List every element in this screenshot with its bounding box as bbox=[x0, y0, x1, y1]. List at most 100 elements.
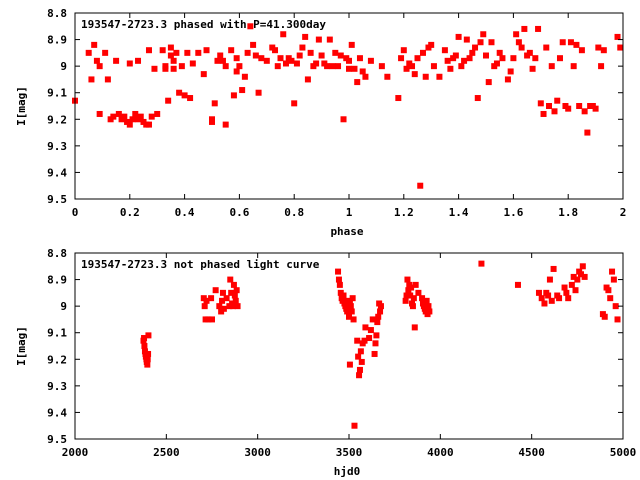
phased-data-point bbox=[239, 87, 246, 94]
phased-data-point bbox=[507, 68, 514, 75]
phased-data-point bbox=[96, 110, 103, 117]
phased-data-point bbox=[546, 103, 553, 109]
phased-data-point bbox=[493, 60, 500, 67]
phased-data-point bbox=[496, 49, 503, 56]
phased-data-point bbox=[398, 55, 405, 62]
unphased-data-point bbox=[514, 281, 521, 288]
phased-data-point bbox=[137, 113, 144, 120]
phased-data-point bbox=[411, 71, 418, 78]
phased-data-point bbox=[614, 33, 621, 40]
phased-data-point bbox=[255, 89, 262, 96]
unphased-data-point bbox=[219, 289, 226, 296]
unphased-data-point bbox=[347, 303, 354, 310]
phased-data-point bbox=[104, 76, 111, 83]
phased-data-point bbox=[513, 31, 520, 38]
unphased-x-tick-label: 5000 bbox=[610, 446, 637, 459]
unphased-data-point bbox=[216, 303, 223, 310]
unphased-data-point bbox=[145, 332, 152, 339]
phased-data-point bbox=[452, 52, 459, 59]
unphased-data-point bbox=[358, 358, 365, 365]
phased-data-point bbox=[184, 49, 191, 56]
unphased-data-point bbox=[209, 316, 215, 323]
phased-data-point bbox=[335, 63, 342, 70]
unphased-data-point bbox=[546, 276, 553, 283]
unphased-data-point bbox=[568, 281, 575, 288]
unphased-y-tick-label: 9.5 bbox=[47, 433, 67, 446]
phased-x-tick-label: 0.8 bbox=[284, 206, 304, 219]
phased-data-point bbox=[540, 110, 547, 117]
phased-data-point bbox=[132, 110, 139, 117]
phased-data-point bbox=[356, 55, 363, 62]
phased-data-point bbox=[302, 33, 309, 40]
unphased-data-point bbox=[223, 295, 230, 302]
unphased-data-point bbox=[403, 292, 410, 299]
unphased-data-point bbox=[409, 303, 416, 310]
phased-data-point bbox=[595, 44, 602, 51]
unphased-data-point bbox=[572, 287, 579, 294]
phased-data-point bbox=[359, 68, 366, 75]
phased-data-point bbox=[535, 25, 542, 32]
unphased-data-point bbox=[402, 297, 409, 304]
phased-data-point bbox=[354, 79, 361, 86]
phased-data-point bbox=[548, 63, 555, 70]
phased-plot-title: 193547-2723.3 phased with P=41.300day bbox=[81, 18, 326, 31]
unphased-data-point bbox=[346, 361, 353, 368]
unphased-x-tick-label: 4000 bbox=[427, 446, 454, 459]
phased-data-point bbox=[121, 113, 128, 120]
phased-data-point bbox=[483, 52, 489, 59]
unphased-data-point bbox=[220, 305, 227, 312]
phased-data-points bbox=[72, 23, 624, 189]
phased-data-point bbox=[346, 57, 352, 64]
phased-data-point bbox=[340, 116, 347, 123]
phased-y-tick-label: 8.8 bbox=[47, 7, 67, 20]
phased-data-point bbox=[598, 63, 605, 70]
phased-x-tick-label: 0.4 bbox=[175, 206, 195, 219]
unphased-data-point bbox=[354, 337, 361, 344]
unphased-data-point bbox=[574, 276, 581, 283]
unphased-data-point bbox=[361, 337, 368, 344]
phased-data-point bbox=[422, 73, 429, 80]
phased-data-point bbox=[430, 63, 437, 70]
unphased-data-point bbox=[227, 276, 234, 283]
unphased-axis-ticks: 2000 2500 3000 3500 4000 4500 5000 8.8 8.9 9 9.1 9.… bbox=[47, 247, 636, 459]
unphased-data-point bbox=[607, 295, 614, 302]
phased-data-point bbox=[332, 49, 339, 56]
unphased-data-point bbox=[565, 295, 572, 302]
phased-y-tick-label: 8.9 bbox=[47, 34, 67, 47]
phased-data-point bbox=[154, 110, 161, 117]
unphased-data-point bbox=[535, 289, 542, 296]
phased-data-point bbox=[337, 52, 344, 59]
phased-data-point bbox=[510, 55, 517, 62]
phased-data-point bbox=[280, 31, 287, 38]
phased-data-point bbox=[88, 76, 95, 83]
phased-y-axis-label: I[mag] bbox=[15, 86, 28, 126]
phased-data-point bbox=[91, 41, 98, 48]
phased-data-point bbox=[472, 44, 479, 51]
phased-data-point bbox=[518, 44, 525, 51]
phased-data-point bbox=[469, 49, 476, 56]
unphased-data-point bbox=[373, 332, 380, 339]
phased-data-point bbox=[258, 55, 265, 62]
unphased-data-point bbox=[581, 273, 588, 280]
unphased-data-point bbox=[423, 297, 430, 304]
phased-data-point bbox=[241, 73, 248, 80]
phased-data-point bbox=[236, 63, 243, 70]
unphased-data-point bbox=[144, 356, 151, 363]
unphased-y-tick-label: 9.3 bbox=[47, 380, 67, 393]
phased-data-point bbox=[219, 57, 226, 64]
phased-data-point bbox=[556, 55, 563, 62]
phased-data-point bbox=[419, 49, 426, 56]
phased-data-point bbox=[115, 110, 122, 117]
unphased-light-curve-panel: 2000 2500 3000 3500 4000 4500 5000 8.8 8.9 9 9.1 9.… bbox=[15, 247, 636, 478]
phased-data-point bbox=[148, 113, 155, 120]
unphased-data-point bbox=[545, 292, 552, 299]
unphased-y-tick-label: 9.2 bbox=[47, 353, 67, 366]
phased-data-point bbox=[400, 47, 407, 54]
phased-data-point bbox=[474, 95, 481, 102]
phased-data-point bbox=[559, 39, 566, 46]
unphased-data-point bbox=[336, 281, 343, 288]
unphased-data-point bbox=[348, 308, 355, 315]
phased-data-point bbox=[417, 182, 424, 189]
phased-data-point bbox=[228, 47, 235, 54]
